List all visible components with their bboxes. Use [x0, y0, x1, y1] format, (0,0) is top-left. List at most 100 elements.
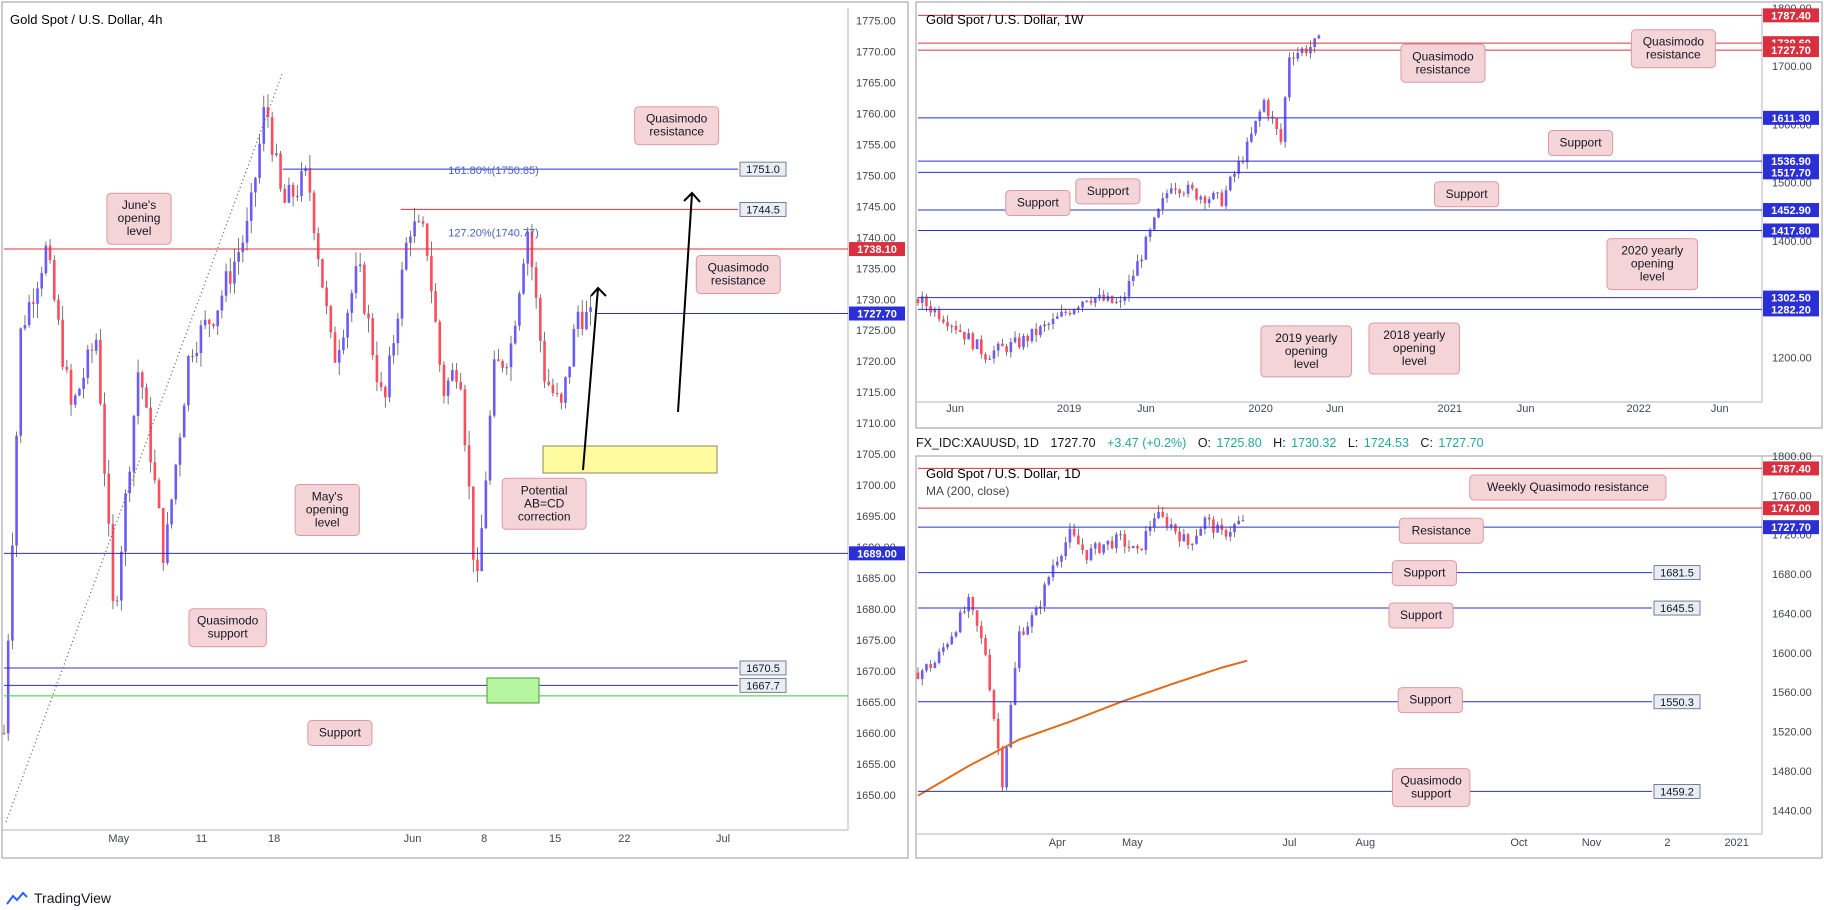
- chart-4h-title: Gold Spot / U.S. Dollar, 4h: [10, 12, 162, 27]
- annotation-text: opening: [1631, 257, 1674, 271]
- x-tick-label: 2021: [1437, 403, 1461, 415]
- candle-body: [1064, 311, 1067, 313]
- chart-1d[interactable]: 1440.00 1480.00 1520.00 1560.00 1600.00 1640.…: [916, 451, 1819, 849]
- candle-body: [1110, 540, 1114, 549]
- candle-body: [249, 192, 253, 221]
- brand-name[interactable]: TradingView: [34, 890, 112, 906]
- annotation-text: 2019 yearly: [1275, 331, 1337, 345]
- candle-body: [971, 597, 975, 611]
- candle-body: [1292, 57, 1295, 59]
- annotation-text: resistance: [1416, 62, 1471, 76]
- annotation-callout[interactable]: Support: [1075, 178, 1141, 205]
- candle-body: [1089, 548, 1093, 561]
- candle-body: [1313, 38, 1316, 47]
- candle-body: [203, 319, 207, 326]
- price-badge: 1517.70: [1771, 167, 1811, 179]
- candle-body: [1068, 312, 1072, 315]
- annotation-text: Support: [1400, 608, 1443, 622]
- annotation-callout[interactable]: Support: [1388, 602, 1454, 629]
- y-tick-label: 1670.00: [856, 666, 896, 678]
- candle-body: [488, 415, 492, 481]
- candle-body: [275, 153, 278, 155]
- open-label: O:: [1198, 436, 1211, 450]
- x-tick-label: Aug: [1356, 837, 1376, 849]
- annotation-callout[interactable]: Resistance: [1398, 517, 1484, 544]
- annotation-callout[interactable]: Support: [307, 720, 373, 747]
- x-tick-label: Jun: [946, 403, 964, 415]
- annotation-text: Quasimodo: [197, 614, 259, 628]
- candle-body: [1051, 565, 1055, 578]
- annotation-callout[interactable]: Support: [1434, 181, 1500, 208]
- candle-body: [1136, 261, 1139, 276]
- x-tick-label: Oct: [1510, 837, 1527, 849]
- candle-body: [555, 392, 559, 394]
- candle-body: [916, 299, 920, 303]
- candle-body: [925, 664, 928, 671]
- candle-body: [1140, 259, 1143, 262]
- annotation-text: Quasimodo: [646, 112, 708, 126]
- annotation-callout[interactable]: Support: [1547, 130, 1614, 157]
- candle-body: [107, 473, 111, 524]
- annotation-callout[interactable]: Support: [1005, 190, 1071, 216]
- candle-body: [1026, 335, 1030, 342]
- candle-body: [103, 403, 106, 474]
- ma-200-line: [917, 659, 1248, 797]
- abcd-target-zone: [542, 445, 718, 474]
- x-tick-label: May: [108, 833, 129, 845]
- candle-body: [57, 299, 60, 320]
- x-tick-label: May: [1122, 837, 1143, 849]
- y-tick-label: 1650.00: [856, 790, 896, 802]
- candle-body: [497, 359, 500, 362]
- candle-body: [1296, 53, 1300, 59]
- open-value: 1725.80: [1217, 436, 1262, 450]
- candle-body: [967, 597, 970, 612]
- candle-body: [1165, 193, 1169, 199]
- chart-4h[interactable]: 1650.00 1655.00 1660.00 1665.00 1670.00 1675.…: [2, 8, 905, 845]
- candle-body: [933, 662, 937, 668]
- y-tick-label: 1800.00: [1772, 451, 1812, 463]
- annotation-callout[interactable]: Support: [1397, 687, 1463, 714]
- annotation-text: level: [1294, 357, 1319, 371]
- candle-body: [99, 339, 102, 404]
- candle-body: [501, 361, 504, 368]
- symbol-name: FX_IDC:XAUUSD, 1D: [916, 436, 1039, 450]
- candle-body: [279, 153, 282, 189]
- candle-body: [1017, 337, 1021, 348]
- tradingview-logo-icon[interactable]: [6, 891, 28, 905]
- candle-body: [254, 177, 257, 193]
- candle-body: [1089, 300, 1093, 303]
- candle-body: [920, 670, 924, 680]
- candle-body: [187, 356, 190, 406]
- candle-body: [1212, 192, 1215, 200]
- candle-body: [1043, 584, 1046, 607]
- candle-body: [963, 611, 966, 613]
- annotation-text: AB=CD: [524, 496, 565, 510]
- price-badge: 1689.00: [857, 548, 897, 560]
- candle-body: [1262, 100, 1266, 112]
- y-tick-label: 1200.00: [1772, 352, 1812, 364]
- candle-body: [1207, 199, 1211, 204]
- candle-body: [400, 269, 404, 319]
- candle-body: [396, 318, 400, 344]
- candle-body: [358, 264, 362, 267]
- y-tick-label: 1500.00: [1772, 178, 1812, 190]
- candle-body: [1102, 544, 1105, 553]
- annotation-callout[interactable]: Support: [1391, 560, 1458, 587]
- candle-body: [262, 107, 266, 144]
- chart-1w[interactable]: 1200.001300.001400.001500.001600.001700.…: [916, 3, 1819, 415]
- annotation-text: June's: [122, 198, 156, 212]
- annotation-callout[interactable]: Weekly Quasimodo resistance: [1469, 474, 1667, 501]
- y-tick-label: 1735.00: [856, 263, 896, 275]
